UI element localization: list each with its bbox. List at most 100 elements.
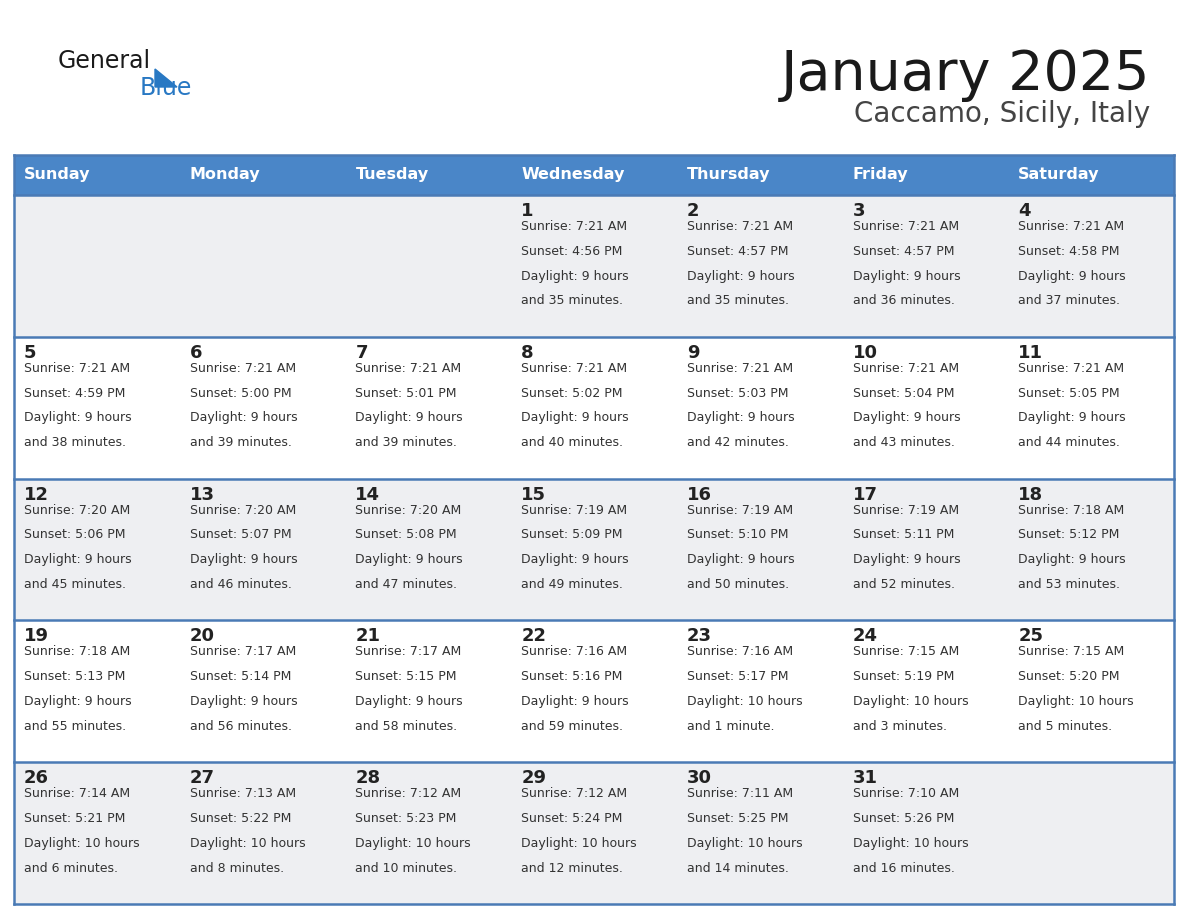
Text: Daylight: 9 hours: Daylight: 9 hours (190, 411, 297, 424)
Text: Daylight: 9 hours: Daylight: 9 hours (853, 270, 960, 283)
Bar (511, 155, 677, 195)
Text: 29: 29 (522, 769, 546, 788)
Bar (511, 621, 677, 762)
Bar (842, 478, 1009, 621)
Bar (677, 762, 842, 904)
Text: and 39 minutes.: and 39 minutes. (190, 436, 291, 449)
Text: Tuesday: Tuesday (355, 167, 429, 183)
Text: Sunrise: 7:21 AM: Sunrise: 7:21 AM (522, 362, 627, 375)
Text: 4: 4 (1018, 202, 1031, 220)
Text: and 49 minutes.: and 49 minutes. (522, 578, 623, 591)
Text: Sunset: 4:59 PM: Sunset: 4:59 PM (24, 386, 126, 399)
Text: Daylight: 10 hours: Daylight: 10 hours (190, 837, 305, 850)
Text: 14: 14 (355, 486, 380, 504)
Bar (179, 621, 346, 762)
Text: Sunset: 5:05 PM: Sunset: 5:05 PM (1018, 386, 1120, 399)
Bar (842, 762, 1009, 904)
Bar (346, 478, 511, 621)
Text: Daylight: 10 hours: Daylight: 10 hours (853, 837, 968, 850)
Text: and 56 minutes.: and 56 minutes. (190, 720, 292, 733)
Text: Sunset: 5:12 PM: Sunset: 5:12 PM (1018, 529, 1119, 542)
Text: Daylight: 9 hours: Daylight: 9 hours (522, 695, 628, 708)
Bar (842, 621, 1009, 762)
Text: Sunrise: 7:12 AM: Sunrise: 7:12 AM (522, 788, 627, 800)
Text: 3: 3 (853, 202, 865, 220)
Bar (1009, 478, 1174, 621)
Text: Sunset: 4:57 PM: Sunset: 4:57 PM (853, 245, 954, 258)
Text: Sunrise: 7:21 AM: Sunrise: 7:21 AM (853, 362, 959, 375)
Text: Daylight: 9 hours: Daylight: 9 hours (687, 411, 795, 424)
Bar (346, 195, 511, 337)
Text: 5: 5 (24, 344, 37, 362)
Text: Sunset: 5:10 PM: Sunset: 5:10 PM (687, 529, 789, 542)
Bar (179, 762, 346, 904)
Text: Sunrise: 7:18 AM: Sunrise: 7:18 AM (24, 645, 131, 658)
Bar (346, 337, 511, 478)
Text: and 52 minutes.: and 52 minutes. (853, 578, 955, 591)
Text: Sunset: 4:58 PM: Sunset: 4:58 PM (1018, 245, 1120, 258)
Text: Sunrise: 7:19 AM: Sunrise: 7:19 AM (522, 504, 627, 517)
Text: Sunset: 5:06 PM: Sunset: 5:06 PM (24, 529, 126, 542)
Text: 28: 28 (355, 769, 380, 788)
Text: Sunset: 5:21 PM: Sunset: 5:21 PM (24, 812, 126, 825)
Text: 7: 7 (355, 344, 368, 362)
Text: and 43 minutes.: and 43 minutes. (853, 436, 954, 449)
Bar (179, 155, 346, 195)
Text: Friday: Friday (853, 167, 908, 183)
Text: 30: 30 (687, 769, 712, 788)
Bar (14, 762, 179, 904)
Text: Daylight: 9 hours: Daylight: 9 hours (522, 411, 628, 424)
Text: January 2025: January 2025 (781, 48, 1150, 102)
Text: 21: 21 (355, 627, 380, 645)
Text: and 16 minutes.: and 16 minutes. (853, 862, 954, 875)
Text: 19: 19 (24, 627, 49, 645)
Text: Sunrise: 7:20 AM: Sunrise: 7:20 AM (190, 504, 296, 517)
Text: and 5 minutes.: and 5 minutes. (1018, 720, 1112, 733)
Text: 25: 25 (1018, 627, 1043, 645)
Text: Sunset: 4:56 PM: Sunset: 4:56 PM (522, 245, 623, 258)
Text: and 46 minutes.: and 46 minutes. (190, 578, 291, 591)
Bar (677, 337, 842, 478)
Text: Daylight: 9 hours: Daylight: 9 hours (355, 695, 463, 708)
Text: and 45 minutes.: and 45 minutes. (24, 578, 126, 591)
Text: 17: 17 (853, 486, 878, 504)
Text: Daylight: 9 hours: Daylight: 9 hours (24, 695, 132, 708)
Text: Sunset: 5:26 PM: Sunset: 5:26 PM (853, 812, 954, 825)
Text: Sunrise: 7:15 AM: Sunrise: 7:15 AM (853, 645, 959, 658)
Text: Daylight: 10 hours: Daylight: 10 hours (1018, 695, 1133, 708)
Text: Sunrise: 7:16 AM: Sunrise: 7:16 AM (687, 645, 792, 658)
Bar (179, 337, 346, 478)
Text: Sunrise: 7:21 AM: Sunrise: 7:21 AM (1018, 220, 1124, 233)
Text: Sunrise: 7:19 AM: Sunrise: 7:19 AM (687, 504, 792, 517)
Text: 26: 26 (24, 769, 49, 788)
Text: Daylight: 9 hours: Daylight: 9 hours (522, 554, 628, 566)
Text: Thursday: Thursday (687, 167, 770, 183)
Text: Daylight: 10 hours: Daylight: 10 hours (24, 837, 140, 850)
Text: Sunset: 5:13 PM: Sunset: 5:13 PM (24, 670, 126, 683)
Text: Sunrise: 7:11 AM: Sunrise: 7:11 AM (687, 788, 792, 800)
Text: Daylight: 9 hours: Daylight: 9 hours (522, 270, 628, 283)
Bar (842, 195, 1009, 337)
Text: Sunrise: 7:21 AM: Sunrise: 7:21 AM (1018, 362, 1124, 375)
Text: Sunrise: 7:10 AM: Sunrise: 7:10 AM (853, 788, 959, 800)
Text: Sunset: 5:01 PM: Sunset: 5:01 PM (355, 386, 457, 399)
Bar (511, 762, 677, 904)
Text: Daylight: 9 hours: Daylight: 9 hours (1018, 270, 1126, 283)
Text: Sunrise: 7:17 AM: Sunrise: 7:17 AM (190, 645, 296, 658)
Text: 15: 15 (522, 486, 546, 504)
Text: Sunset: 5:11 PM: Sunset: 5:11 PM (853, 529, 954, 542)
Text: General: General (58, 49, 151, 73)
Text: and 53 minutes.: and 53 minutes. (1018, 578, 1120, 591)
Text: 24: 24 (853, 627, 878, 645)
Text: and 38 minutes.: and 38 minutes. (24, 436, 126, 449)
Text: Sunrise: 7:17 AM: Sunrise: 7:17 AM (355, 645, 462, 658)
Text: Sunrise: 7:21 AM: Sunrise: 7:21 AM (687, 362, 792, 375)
Bar (1009, 337, 1174, 478)
Text: Sunrise: 7:21 AM: Sunrise: 7:21 AM (355, 362, 462, 375)
Bar (677, 155, 842, 195)
Text: Sunset: 5:08 PM: Sunset: 5:08 PM (355, 529, 457, 542)
Text: Sunset: 5:09 PM: Sunset: 5:09 PM (522, 529, 623, 542)
Text: and 35 minutes.: and 35 minutes. (687, 295, 789, 308)
Text: and 42 minutes.: and 42 minutes. (687, 436, 789, 449)
Text: Daylight: 10 hours: Daylight: 10 hours (687, 837, 802, 850)
